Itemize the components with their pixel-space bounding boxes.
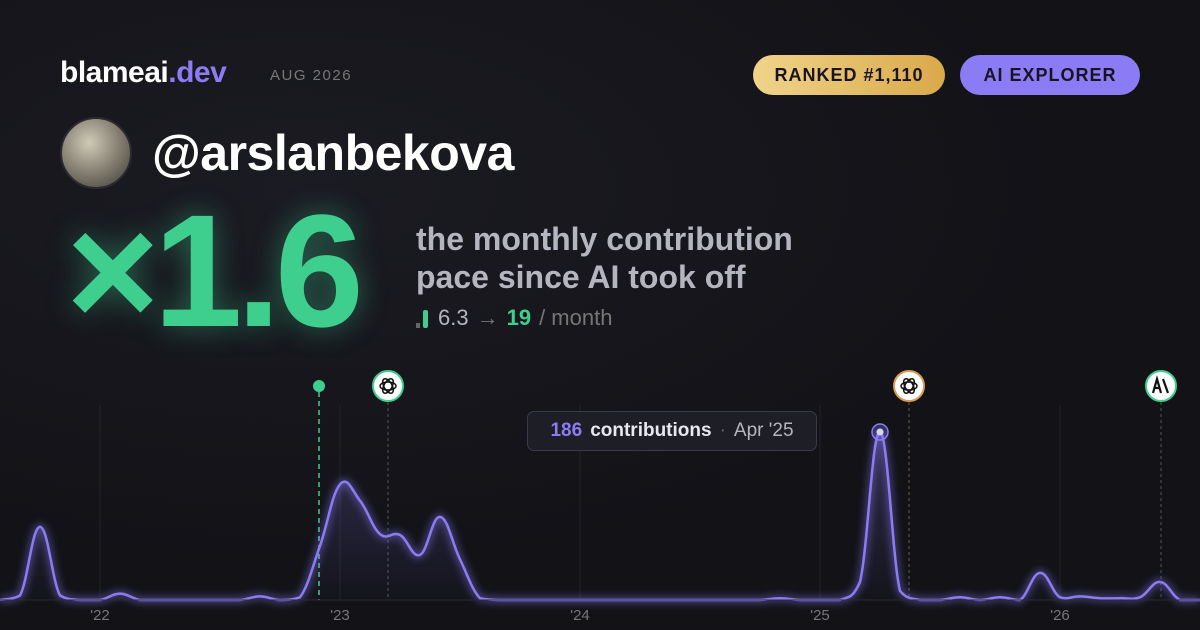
takeoff-dot bbox=[313, 380, 325, 392]
event-icon bbox=[1145, 370, 1177, 402]
headline-text: the monthly contribution pace since AI t… bbox=[416, 220, 793, 296]
x-tick-label: '25 bbox=[810, 607, 830, 624]
x-tick-label: '22 bbox=[90, 607, 110, 624]
area bbox=[0, 432, 1200, 600]
tier-badge: AI EXPLORER bbox=[960, 55, 1140, 95]
rank-badge: RANKED #1,110 bbox=[753, 55, 945, 95]
pace-icon bbox=[416, 308, 428, 328]
x-tick-label: '26 bbox=[1050, 607, 1070, 624]
headline-line: the monthly contribution bbox=[416, 221, 793, 257]
tooltip-value: 186 bbox=[550, 420, 583, 441]
line bbox=[0, 430, 1200, 602]
headline-line: pace since AI took off bbox=[416, 259, 746, 295]
x-tick-label: '23 bbox=[330, 607, 350, 624]
pace-unit: / month bbox=[539, 305, 613, 330]
avatar bbox=[60, 117, 132, 189]
pace-arrow: → bbox=[476, 305, 499, 330]
tooltip-label: contributions bbox=[590, 420, 712, 441]
x-tick-label: '24 bbox=[570, 607, 590, 624]
brand: blameai.dev bbox=[60, 56, 227, 90]
multiplier: ×1.6 bbox=[66, 181, 364, 360]
pace-before: 6.3 bbox=[438, 305, 469, 330]
period: AUG 2026 bbox=[270, 67, 353, 84]
pace-after: 19 bbox=[506, 305, 532, 330]
peak-dot bbox=[876, 428, 884, 436]
tooltip-sep: · bbox=[719, 420, 726, 441]
line-glow bbox=[0, 429, 1200, 604]
handle: @arslanbekova bbox=[152, 125, 514, 181]
brand-name: blameai bbox=[60, 56, 169, 89]
brand-tld: .dev bbox=[168, 56, 227, 89]
event-icon bbox=[372, 370, 404, 402]
event-icon bbox=[893, 370, 925, 402]
tooltip: 186 contributions · Apr '25 bbox=[527, 411, 817, 451]
pace-stats: 6.3 → 19 / month bbox=[416, 305, 612, 331]
tooltip-date: Apr '25 bbox=[733, 420, 794, 441]
